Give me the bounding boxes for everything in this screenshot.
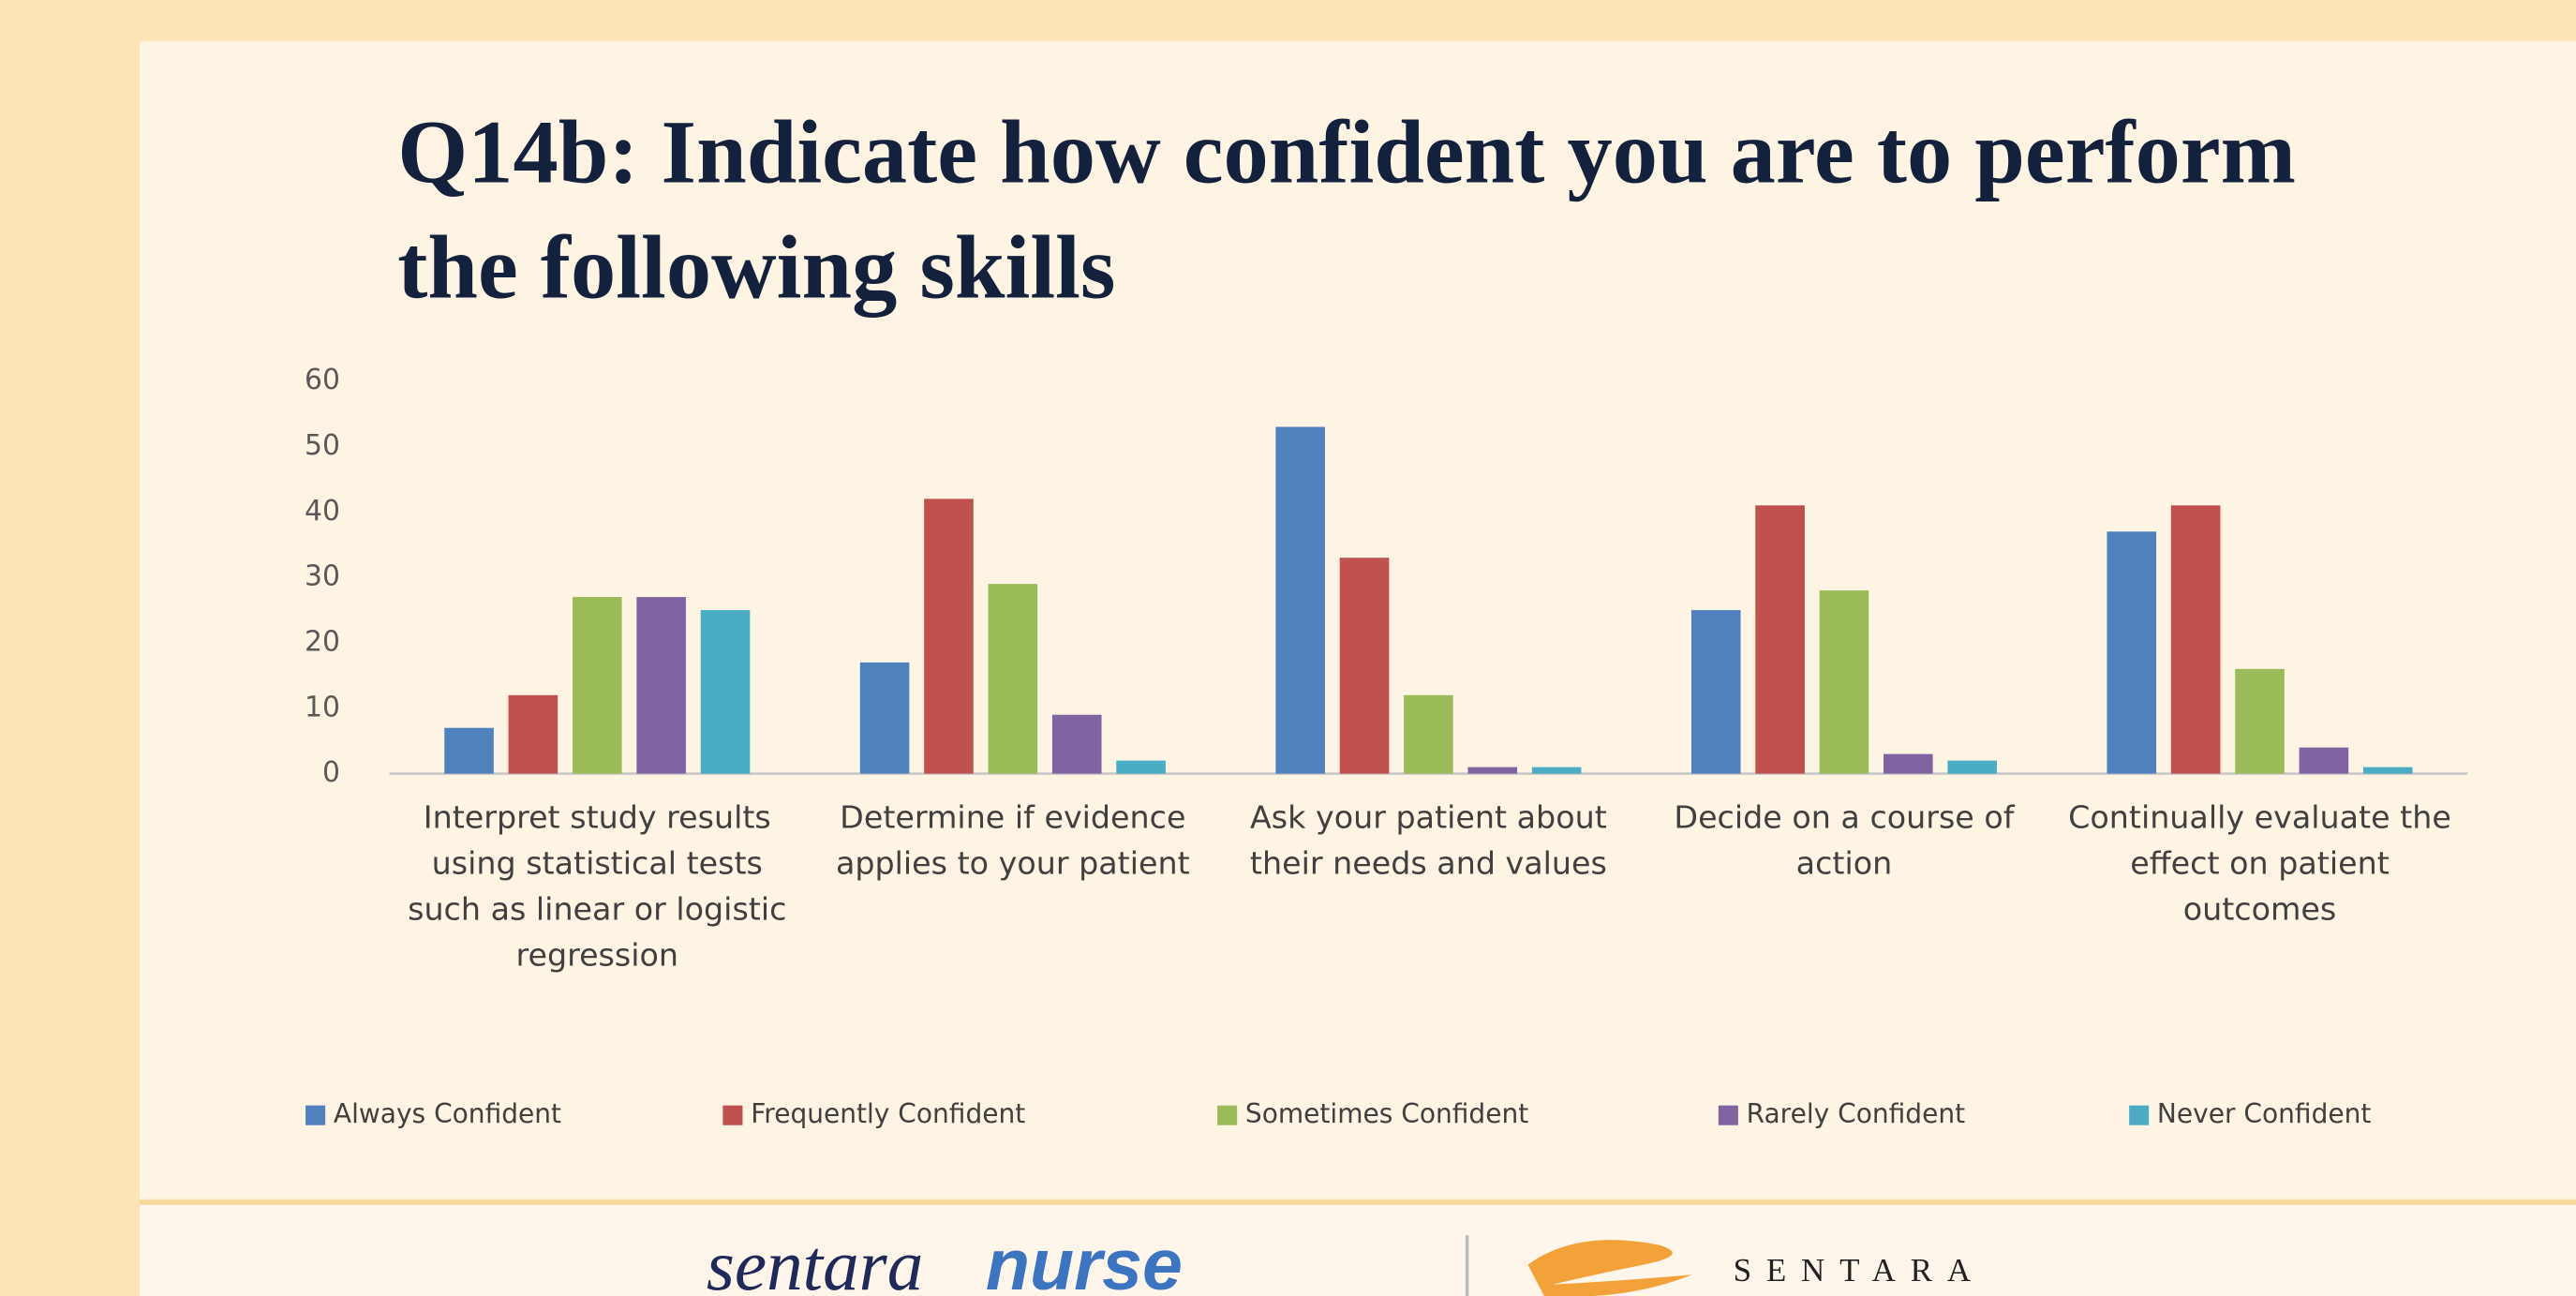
x-label-box: Continually evaluate the effect on patie…	[2068, 799, 2451, 929]
logo-icon	[1527, 1240, 1692, 1296]
bar	[1690, 610, 1741, 774]
logo-text: sentara	[707, 1225, 923, 1296]
bar	[1275, 426, 1325, 774]
bar	[2170, 505, 2221, 774]
legend-swatch	[1217, 1105, 1238, 1125]
legend-swatch	[305, 1105, 326, 1125]
x-tick-label: Ask your patient about their needs and v…	[1249, 799, 1607, 883]
bar	[1051, 714, 1102, 774]
y-tick-label: 60	[305, 364, 340, 396]
chart-title: Q14b: Indicate how confident you are to …	[397, 101, 2296, 318]
legend-swatch	[2129, 1105, 2150, 1125]
y-tick-label: 10	[305, 691, 340, 723]
bar	[859, 662, 910, 774]
bar	[700, 610, 751, 774]
bar	[2107, 531, 2157, 774]
y-tick-label: 30	[305, 560, 340, 593]
x-label-box: Decide on a course of action	[1674, 799, 2015, 883]
bar	[1467, 767, 1518, 774]
x-label-box: Interpret study results using statistica…	[408, 799, 787, 975]
x-label-box: Ask your patient about their needs and v…	[1249, 799, 1607, 883]
bar	[1339, 558, 1390, 774]
legend-swatch	[722, 1105, 743, 1125]
legend-label: Never Confident	[2157, 1098, 2371, 1129]
y-tick-label: 50	[305, 429, 340, 462]
logo-text: nurse	[986, 1225, 1183, 1296]
title-box: Q14b: Indicate how confident you are to …	[397, 101, 2296, 318]
bar	[2362, 767, 2413, 774]
brand-text: SENTARA	[1734, 1252, 1986, 1289]
x-tick-label: Determine if evidence applies to your pa…	[835, 799, 1190, 883]
bar	[2235, 668, 2285, 774]
legend-label: Sometimes Confident	[1245, 1098, 1528, 1129]
bar	[1531, 767, 1582, 774]
bar	[1404, 694, 1453, 774]
bar	[1819, 590, 1869, 774]
bar	[1755, 505, 1805, 774]
x-tick-label: Decide on a course of action	[1674, 799, 2015, 883]
legend-swatch	[1718, 1105, 1738, 1125]
bar	[1884, 753, 1933, 774]
legend-label: Frequently Confident	[751, 1098, 1025, 1129]
legend-label: Always Confident	[334, 1098, 561, 1129]
y-tick-label: 20	[305, 625, 340, 658]
bar	[1116, 760, 1166, 774]
bar	[444, 727, 494, 774]
bar	[508, 694, 558, 774]
bar	[988, 584, 1038, 774]
bar	[1947, 760, 1998, 774]
y-tick-label: 0	[322, 756, 340, 789]
bar	[924, 499, 974, 774]
bar	[636, 597, 686, 774]
x-tick-label: Interpret study results using statistica…	[408, 799, 787, 975]
legend-label: Rarely Confident	[1747, 1098, 1965, 1129]
bar	[2299, 747, 2349, 774]
x-tick-label: Continually evaluate the effect on patie…	[2068, 799, 2451, 929]
y-tick-label: 40	[305, 495, 340, 528]
bar	[572, 597, 622, 774]
x-label-box: Determine if evidence applies to your pa…	[835, 799, 1190, 883]
footer-band	[140, 1203, 2576, 1296]
